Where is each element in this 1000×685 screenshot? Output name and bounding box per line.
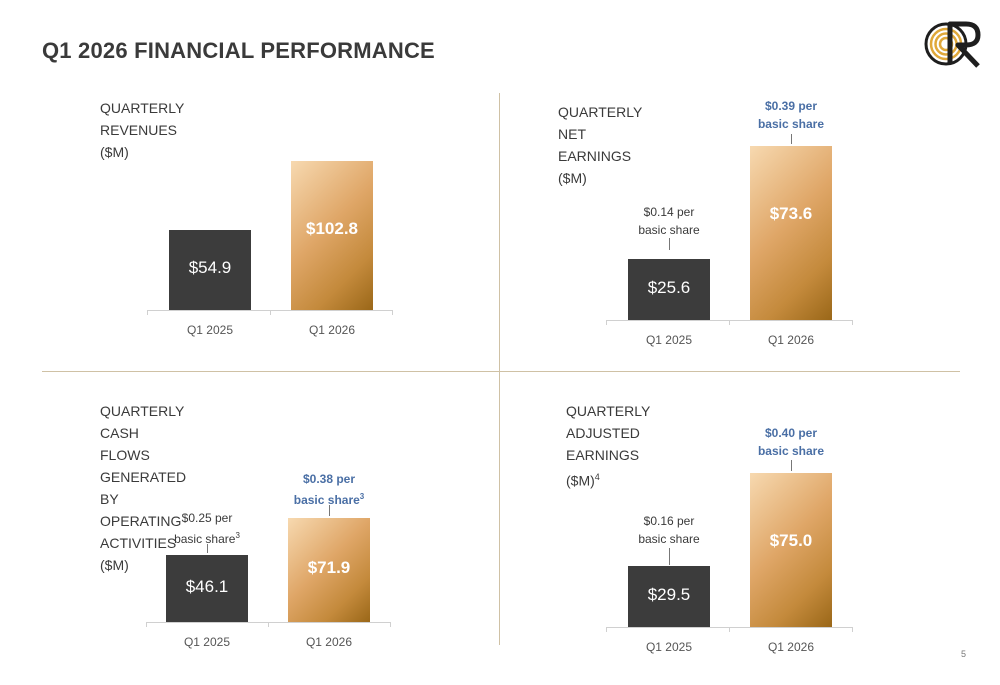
bar-q1-2026: $75.0	[750, 473, 832, 627]
x-axis-tick	[606, 627, 607, 632]
vertical-divider	[499, 93, 500, 645]
annotation-leader-line	[669, 548, 670, 565]
x-axis-tick	[269, 310, 271, 315]
bar-q1-2025: $46.1	[166, 555, 248, 622]
x-tick-label: Q1 2025	[645, 333, 693, 347]
bar-q1-2025: $29.5	[628, 566, 710, 627]
annotation-leader-line	[791, 460, 792, 471]
bar-q1-2025: $54.9	[169, 230, 251, 310]
x-axis-tick	[852, 320, 853, 325]
bar-data-label: $54.9	[188, 258, 232, 278]
bar-data-label: $71.9	[307, 558, 351, 577]
horizontal-divider	[42, 371, 960, 372]
per-share-annotation: $0.39 per basic share	[731, 97, 851, 133]
x-axis-tick	[147, 310, 148, 315]
chart-title-text: QUARTERLY ADJUSTED EARNINGS ($M)	[566, 403, 651, 489]
per-share-annotation: $0.14 per basic share	[609, 203, 729, 239]
bar-data-label: $102.8	[306, 219, 358, 238]
slide-title: Q1 2026 FINANCIAL PERFORMANCE	[42, 38, 435, 63]
per-share-text: $0.38 per basic share	[293, 472, 360, 507]
x-axis-tick	[390, 622, 391, 627]
annotation-leader-line	[791, 134, 792, 144]
page-number: 5	[960, 649, 966, 659]
chart-title: QUARTERLY CASH FLOWS GENERATED BY OPERAT…	[100, 400, 186, 576]
x-tick-label: Q1 2025	[186, 323, 234, 337]
annotation-footnote: 3	[235, 531, 240, 540]
per-share-text: $0.16 per basic share	[638, 514, 700, 546]
per-share-text: $0.25 per basic share	[174, 511, 236, 546]
bar-data-label: $46.1	[185, 576, 229, 596]
bar-q1-2026: $71.9	[288, 518, 370, 622]
x-axis-tick	[392, 310, 393, 315]
chart-title-text: QUARTERLY REVENUES ($M)	[100, 100, 185, 160]
chart-title: QUARTERLY NET EARNINGS ($M)	[558, 101, 642, 189]
bar-data-label: $25.6	[647, 277, 691, 297]
x-tick-label: Q1 2026	[308, 323, 356, 337]
per-share-text: $0.14 per basic share	[638, 205, 700, 237]
x-tick-label: Q1 2026	[305, 635, 353, 649]
bar-data-label: $75.0	[769, 531, 813, 550]
x-tick-label: Q1 2026	[767, 640, 815, 654]
per-share-text: $0.39 per basic share	[757, 99, 825, 131]
company-logo-icon	[924, 21, 981, 68]
annotation-leader-line	[329, 505, 330, 516]
per-share-annotation: $0.38 per basic share3	[269, 470, 389, 509]
chart-title: QUARTERLY REVENUES ($M)	[100, 97, 184, 163]
title-footnote: 4	[594, 472, 600, 482]
annotation-footnote: 3	[359, 492, 365, 501]
x-tick-label: Q1 2025	[645, 640, 693, 654]
x-axis-tick	[146, 622, 147, 627]
bar-q1-2026: $102.8	[291, 161, 373, 310]
bar-q1-2025: $25.6	[628, 259, 710, 320]
x-tick-label: Q1 2025	[183, 635, 231, 649]
per-share-annotation: $0.40 per basic share	[731, 424, 851, 460]
x-axis-tick	[852, 627, 853, 632]
bar-q1-2026: $73.6	[750, 146, 832, 320]
annotation-leader-line	[669, 238, 670, 250]
x-axis-tick	[268, 622, 269, 627]
chart-title: QUARTERLY ADJUSTED EARNINGS ($M)4	[566, 400, 650, 492]
chart-title-text: QUARTERLY NET EARNINGS ($M)	[558, 104, 643, 186]
per-share-annotation: $0.16 per basic share	[609, 512, 729, 548]
bar-data-label: $73.6	[769, 204, 813, 223]
per-share-text: $0.40 per basic share	[757, 426, 825, 458]
x-axis-tick	[729, 627, 730, 632]
bar-data-label: $29.5	[647, 584, 691, 604]
chart-title-text: QUARTERLY CASH FLOWS GENERATED BY OPERAT…	[100, 403, 187, 573]
per-share-annotation: $0.25 per basic share3	[147, 509, 267, 548]
annotation-leader-line	[207, 544, 208, 553]
x-axis-tick	[729, 320, 730, 325]
x-tick-label: Q1 2026	[767, 333, 815, 347]
x-axis-tick	[606, 320, 607, 325]
